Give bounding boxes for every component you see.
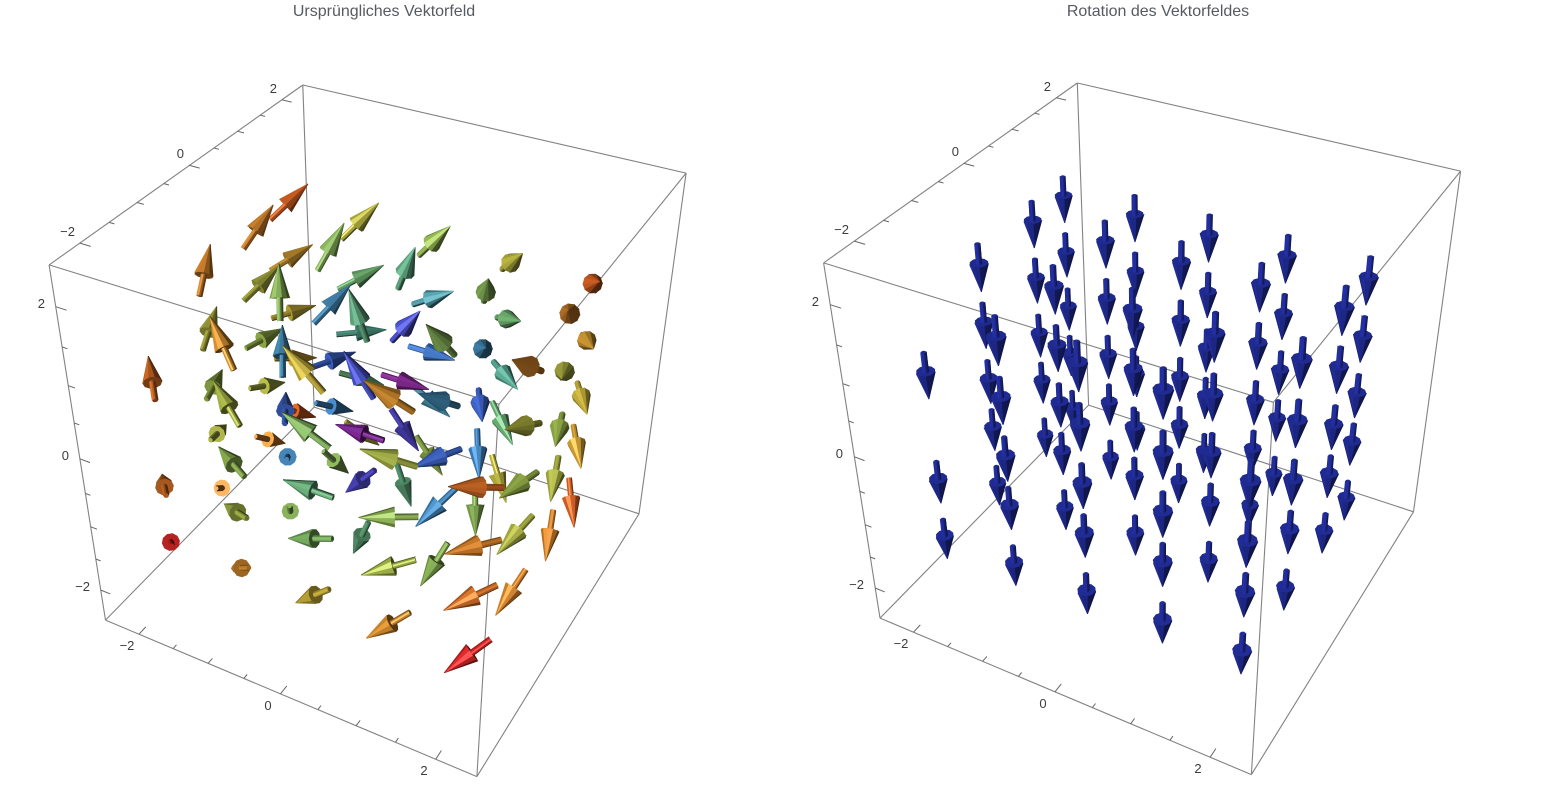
svg-text:−2: −2: [120, 638, 135, 653]
svg-text:0: 0: [177, 146, 184, 161]
svg-text:2: 2: [1044, 79, 1051, 94]
svg-text:0: 0: [62, 448, 69, 463]
svg-text:2: 2: [38, 296, 45, 311]
svg-text:−2: −2: [834, 222, 849, 237]
svg-text:Ursprüngliches Vektorfeld: Ursprüngliches Vektorfeld: [293, 3, 475, 20]
svg-text:2: 2: [812, 294, 819, 309]
svg-text:0: 0: [952, 144, 959, 159]
svg-text:−2: −2: [849, 577, 864, 592]
svg-text:2: 2: [270, 81, 277, 96]
svg-text:−2: −2: [894, 636, 909, 651]
svg-text:2: 2: [1194, 761, 1201, 776]
svg-text:−2: −2: [60, 224, 75, 239]
svg-text:0: 0: [1039, 696, 1046, 711]
svg-text:Rotation des Vektorfeldes: Rotation des Vektorfeldes: [1067, 3, 1249, 20]
svg-text:2: 2: [420, 763, 427, 778]
svg-text:0: 0: [264, 698, 271, 713]
svg-text:−2: −2: [75, 579, 90, 594]
svg-text:0: 0: [836, 446, 843, 461]
